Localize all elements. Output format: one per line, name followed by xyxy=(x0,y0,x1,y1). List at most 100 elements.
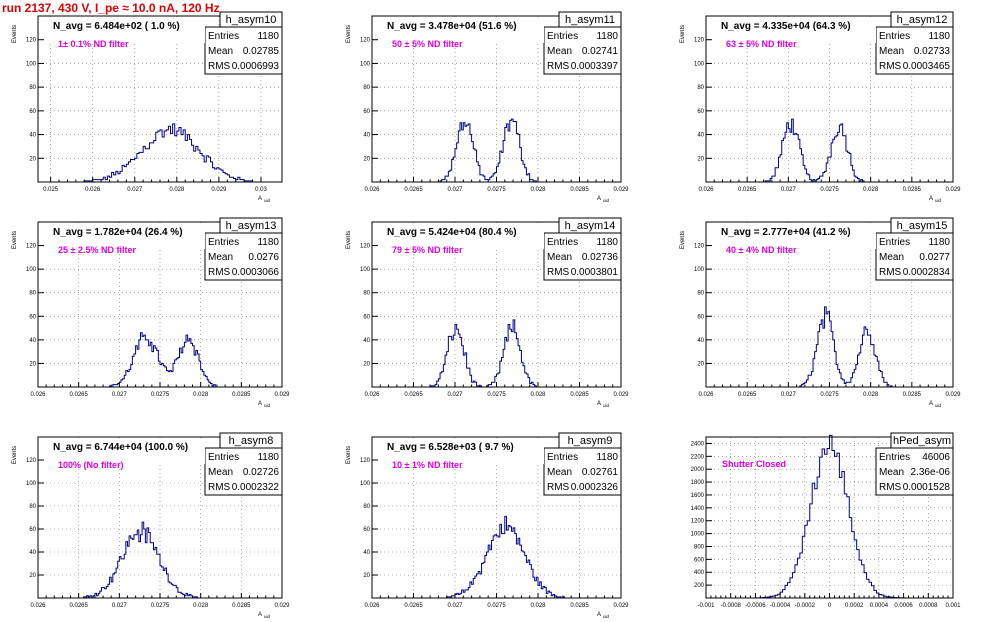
y-tick-label: 400 xyxy=(694,570,705,576)
stats-value: 1180 xyxy=(596,31,618,42)
x-tick-label: 0.0285 xyxy=(232,392,251,398)
y-tick-label: 20 xyxy=(29,156,36,162)
y-tick-label: 80 xyxy=(29,291,36,297)
stats-key: Entries xyxy=(879,452,910,463)
x-tick-label: 0.028 xyxy=(530,603,546,609)
stats-value: 0.02726 xyxy=(243,467,280,478)
x-tick-label: 0.0265 xyxy=(69,392,88,398)
x-tick-label: 0.0275 xyxy=(820,187,839,193)
y-tick-label: 120 xyxy=(360,458,371,464)
stats-key: Entries xyxy=(547,452,578,463)
y-tick-label: 2400 xyxy=(691,441,705,447)
stats-key: Mean xyxy=(208,46,233,57)
pad-h_asym14: 0.026 0.0265 0.027 0.0275 0.028 0.0285 0.029 20… xyxy=(346,217,629,408)
stats-value: 0.0277 xyxy=(919,252,950,263)
stats-box xyxy=(543,232,622,281)
stats-key: Entries xyxy=(547,31,578,42)
x-tick-label: 0.027 xyxy=(447,187,463,193)
x-tick-label: 0.0265 xyxy=(69,603,88,609)
stats-key: Entries xyxy=(879,31,910,42)
y-tick-label: 1800 xyxy=(691,480,705,486)
x-tick-label: -0.0006 xyxy=(745,603,766,609)
stats-value: 0.0002326 xyxy=(571,482,619,493)
stats-value: 0.0003465 xyxy=(903,61,951,72)
filter-label: 25 ± 2.5% ND filter xyxy=(58,245,136,255)
stats-value: 0.0001528 xyxy=(903,482,951,493)
y-tick-label: 60 xyxy=(697,109,704,115)
stats-key: RMS xyxy=(879,61,902,72)
histogram-name: h_asym13 xyxy=(226,220,277,232)
y-tick-label: 40 xyxy=(363,550,370,556)
x-tick-label: 0.028 xyxy=(863,187,879,193)
x-tick-label: 0.029 xyxy=(274,392,290,398)
y-axis-title: Events xyxy=(12,231,18,249)
x-tick-label: 0.028 xyxy=(169,187,185,193)
stats-box xyxy=(875,26,954,75)
x-tick-label: 0.0265 xyxy=(738,392,757,398)
y-tick-label: 2200 xyxy=(691,454,705,460)
histogram-name: h_asym9 xyxy=(568,435,613,447)
y-axis-title: Events xyxy=(12,446,18,464)
y-tick-label: 120 xyxy=(694,38,705,44)
stats-key: Entries xyxy=(208,237,239,248)
y-tick-label: 40 xyxy=(29,133,36,139)
y-axis-title: Events xyxy=(680,25,686,43)
stats-key: Mean xyxy=(208,252,233,263)
filter-label: 79 ± 5% ND filter xyxy=(392,245,463,255)
y-tick-label: 120 xyxy=(360,38,371,44)
stats-value: 1180 xyxy=(257,31,279,42)
annotation-box xyxy=(380,223,544,249)
stats-key: Entries xyxy=(208,31,239,42)
annotation-box xyxy=(46,17,205,43)
x-tick-label: 0 xyxy=(828,603,832,609)
filter-label: 50 ± 5% ND filter xyxy=(392,39,463,49)
stats-key: RMS xyxy=(208,482,231,493)
y-tick-label: 100 xyxy=(26,267,37,273)
y-tick-label: 60 xyxy=(363,109,370,115)
x-tick-label: 0.0265 xyxy=(738,187,757,193)
x-tick-label: 0.0275 xyxy=(820,392,839,398)
nav-text: N_avg = 2.777e+04 (41.2 %) xyxy=(721,227,851,238)
y-tick-label: 120 xyxy=(26,244,37,250)
stats-key: Mean xyxy=(208,467,233,478)
stats-key: RMS xyxy=(547,61,570,72)
annotation-box xyxy=(380,17,544,43)
y-tick-label: 40 xyxy=(697,338,704,344)
x-tick-label: 0.001 xyxy=(945,603,961,609)
x-tick-label: 0.0285 xyxy=(570,187,589,193)
x-tick-label: 0.0004 xyxy=(870,603,889,609)
annotation-box xyxy=(380,438,544,464)
nav-text: N_avg = 6.484e+02 ( 1.0 %) xyxy=(53,21,180,32)
nav-text: N_avg = 1.782e+04 (26.4 %) xyxy=(53,227,183,238)
filter-label: 10 ± 1% ND filter xyxy=(392,460,463,470)
x-tick-label: 0.0006 xyxy=(894,603,913,609)
y-tick-label: 120 xyxy=(694,244,705,250)
stats-key: Mean xyxy=(547,46,572,57)
y-tick-label: 100 xyxy=(26,481,37,487)
x-tick-label: 0.029 xyxy=(613,187,629,193)
y-tick-label: 1600 xyxy=(691,493,705,499)
x-tick-label: 0.0275 xyxy=(151,392,170,398)
stats-key: Entries xyxy=(208,452,239,463)
x-tick-label: -0.0004 xyxy=(770,603,791,609)
stats-value: 0.02733 xyxy=(914,46,951,57)
histogram-name: h_asym11 xyxy=(565,14,615,26)
y-tick-label: 60 xyxy=(363,314,370,320)
filter-label: 40 ± 4% ND filter xyxy=(726,245,797,255)
annotation-box xyxy=(714,17,876,43)
stats-value: 1180 xyxy=(928,237,950,248)
stats-value: 0.02736 xyxy=(582,252,619,263)
x-tick-label: 0.0008 xyxy=(919,603,938,609)
y-tick-label: 1200 xyxy=(691,519,705,525)
x-tick-label: 0.026 xyxy=(30,603,46,609)
stats-box xyxy=(543,447,622,496)
stats-key: Mean xyxy=(879,252,904,263)
x-tick-label: 0.028 xyxy=(193,392,209,398)
y-tick-label: 2000 xyxy=(691,467,705,473)
y-tick-label: 80 xyxy=(697,85,704,91)
